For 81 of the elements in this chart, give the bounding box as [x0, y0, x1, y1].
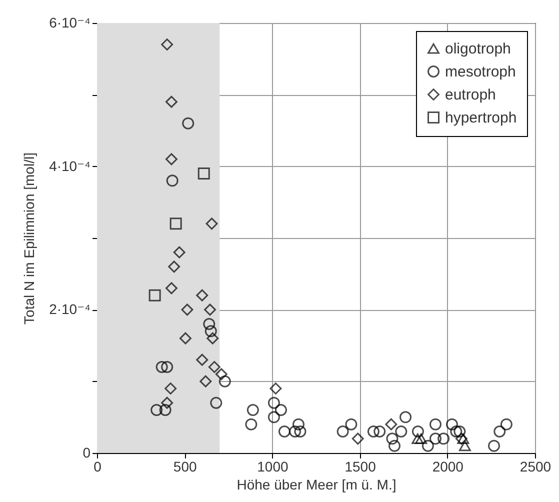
point — [400, 411, 412, 424]
point — [374, 426, 386, 438]
point — [429, 432, 442, 445]
y-tick-label: 4·10⁻⁴ — [49, 158, 90, 174]
point — [196, 354, 208, 366]
point — [345, 418, 358, 430]
point — [148, 289, 161, 302]
x-tick-label: 2000 — [432, 458, 464, 474]
point — [292, 418, 304, 430]
point — [268, 411, 280, 424]
point — [150, 404, 163, 416]
point — [268, 396, 280, 409]
point — [412, 433, 424, 444]
point — [181, 304, 194, 316]
point — [161, 396, 174, 409]
point — [166, 174, 178, 187]
point — [203, 318, 216, 330]
point — [450, 426, 462, 438]
point — [429, 418, 442, 430]
point — [336, 426, 349, 438]
legend-label: mesotroph — [445, 64, 516, 80]
point — [218, 375, 231, 388]
point — [210, 396, 222, 409]
y-axis-title: Total N im Epilimnion [mol/l] — [21, 152, 38, 324]
point — [165, 153, 178, 166]
point — [367, 426, 380, 438]
x-tick-label: 500 — [173, 458, 197, 474]
point — [204, 304, 216, 316]
point — [385, 418, 398, 430]
point — [206, 332, 219, 344]
point — [179, 332, 192, 344]
y-tick-label: 2·10⁻⁴ — [49, 301, 90, 318]
point — [422, 440, 434, 452]
point — [165, 282, 178, 294]
point — [159, 404, 172, 416]
point — [245, 418, 258, 430]
point — [294, 426, 306, 438]
point — [288, 426, 301, 438]
point — [170, 218, 182, 230]
point — [395, 426, 408, 438]
point — [500, 418, 512, 430]
point — [215, 368, 228, 380]
point — [415, 433, 428, 444]
y-tick-label: 6·10⁻⁴ — [49, 14, 90, 30]
point — [274, 404, 287, 416]
y-tick-label: 0 — [82, 444, 91, 460]
point — [196, 289, 208, 302]
point — [412, 426, 424, 438]
point — [200, 375, 212, 388]
point — [438, 432, 450, 445]
point — [165, 96, 178, 108]
point — [386, 432, 398, 445]
point — [388, 440, 400, 452]
point — [168, 260, 180, 273]
x-tick-label: 0 — [94, 458, 102, 474]
point — [198, 168, 210, 180]
point — [446, 418, 458, 430]
x-tick-label: 1000 — [257, 458, 288, 474]
x-axis-title: Höhe über Meer [m ü. M.] — [236, 476, 396, 492]
point — [352, 432, 364, 445]
x-tick-label: 2500 — [520, 458, 552, 474]
point — [270, 382, 282, 394]
point — [208, 361, 220, 373]
point — [488, 440, 500, 452]
point — [454, 426, 466, 438]
point — [161, 361, 174, 373]
point — [206, 218, 218, 230]
point — [458, 440, 471, 452]
legend-label: oligotroph — [445, 40, 511, 58]
point — [164, 382, 177, 394]
point — [182, 117, 194, 130]
point — [246, 404, 259, 416]
point — [173, 246, 186, 258]
legend-label: eutroph — [445, 86, 496, 104]
point — [204, 325, 217, 338]
point — [161, 38, 174, 50]
legend-label: hypertroph — [445, 110, 517, 126]
x-tick-label: 1500 — [344, 458, 376, 474]
point — [278, 426, 290, 438]
point — [156, 361, 168, 373]
point — [494, 426, 506, 438]
